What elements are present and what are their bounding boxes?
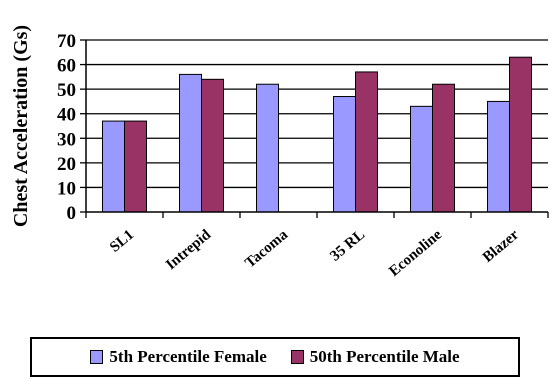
legend-swatch-female — [90, 350, 104, 364]
bar — [410, 105, 433, 213]
axes — [85, 40, 549, 218]
gridlines — [80, 39, 548, 213]
legend-item-female: 5th Percentile Female — [90, 347, 267, 367]
bars — [102, 56, 532, 213]
x-tick-labels: SL1 Intrepid Tacoma 35 RL Econoline Blazer — [107, 226, 522, 279]
y-axis-label: Chest Acceleration (Gs) — [10, 25, 32, 227]
x-tick-label: 35 RL — [327, 227, 368, 265]
bar — [124, 120, 147, 213]
y-tick-label: 10 — [57, 178, 76, 199]
bar — [355, 71, 378, 213]
x-tick-label: Intrepid — [163, 226, 214, 273]
bar — [256, 83, 279, 213]
bar — [102, 120, 125, 213]
legend-swatch-male — [290, 350, 304, 364]
bar — [487, 100, 510, 213]
bar — [201, 78, 224, 213]
bar — [432, 83, 455, 213]
y-tick-label: 20 — [57, 154, 76, 175]
chart: 0 10 20 30 40 50 60 70 SL1 Intrepid Tacoma 35 RL Ec… — [10, 25, 549, 280]
y-tick-labels: 0 10 20 30 40 50 60 70 — [57, 31, 76, 224]
x-tick-label: SL1 — [107, 227, 137, 256]
x-tick-label: Econoline — [386, 227, 445, 280]
y-tick-label: 60 — [57, 56, 76, 77]
y-tick-label: 0 — [67, 203, 77, 224]
legend: 5th Percentile Female 50th Percentile Ma… — [30, 337, 520, 377]
legend-item-male: 50th Percentile Male — [290, 347, 460, 367]
legend-label-female: 5th Percentile Female — [109, 347, 267, 366]
bar — [509, 56, 532, 213]
y-tick-label: 40 — [57, 105, 76, 126]
y-tick-label: 50 — [57, 80, 76, 101]
legend-label-male: 50th Percentile Male — [309, 347, 460, 366]
bar — [333, 96, 356, 213]
x-tick-label: Blazer — [480, 227, 522, 266]
y-tick-label: 30 — [57, 129, 76, 150]
bar — [179, 73, 202, 213]
y-tick-label: 70 — [57, 31, 76, 52]
x-tick-label: Tacoma — [242, 226, 291, 271]
